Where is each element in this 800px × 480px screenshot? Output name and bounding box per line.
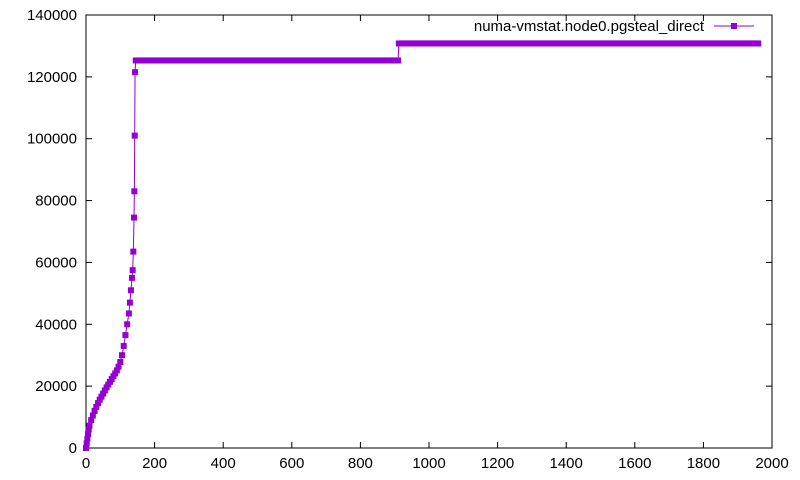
y-tick-label: 120000 (27, 69, 77, 86)
data-point (125, 310, 132, 317)
data-point (100, 390, 107, 397)
data-point (119, 352, 126, 359)
x-tick-label: 1000 (412, 455, 445, 472)
data-point (130, 248, 137, 255)
data-point (395, 57, 402, 64)
series-layer (83, 40, 762, 451)
y-tick-label: 60000 (35, 254, 77, 271)
y-tick-label: 0 (69, 440, 77, 457)
y-tick-label: 140000 (27, 7, 77, 24)
data-point (129, 267, 136, 274)
y-tick-label: 40000 (35, 316, 77, 333)
x-tick-label: 1800 (687, 455, 720, 472)
data-point (101, 387, 108, 394)
data-point (86, 422, 93, 429)
x-tick-label: 400 (211, 455, 236, 472)
x-tick-label: 1600 (618, 455, 651, 472)
data-point (96, 396, 103, 403)
data-point (91, 407, 98, 414)
y-tick-label: 80000 (35, 193, 77, 210)
data-point (126, 299, 133, 306)
data-point (131, 188, 138, 195)
data-point (755, 40, 762, 47)
data-point (131, 132, 138, 139)
data-point (84, 435, 91, 442)
y-axis: 0 20000 40000 60000 80000 100000 120000 140000 (27, 7, 772, 457)
data-point (120, 342, 127, 349)
x-tick-label: 800 (348, 455, 373, 472)
legend-label: numa-vmstat.node0.pgsteal_direct (474, 18, 705, 35)
x-tick-label: 1200 (481, 455, 514, 472)
y-tick-label: 100000 (27, 131, 77, 148)
data-point (95, 400, 102, 407)
data-point (93, 403, 100, 410)
data-point (131, 214, 138, 221)
data-point (83, 440, 90, 447)
y-tick-label: 20000 (35, 378, 77, 395)
data-point (128, 274, 135, 281)
series-line (85, 42, 759, 449)
data-point (132, 69, 139, 76)
legend: numa-vmstat.node0.pgsteal_direct (474, 18, 754, 35)
x-tick-label: 2000 (755, 455, 788, 472)
x-tick-label: 0 (82, 455, 90, 472)
legend-marker (731, 23, 737, 29)
data-point (127, 287, 134, 294)
x-tick-label: 600 (279, 455, 304, 472)
data-point (122, 332, 129, 339)
x-tick-label: 1400 (550, 455, 583, 472)
data-point (113, 367, 120, 374)
data-point (85, 426, 92, 433)
x-tick-label: 200 (142, 455, 167, 472)
data-point (85, 431, 92, 438)
data-point (83, 445, 89, 451)
plot-area (85, 14, 773, 449)
data-point (124, 321, 131, 328)
data-point (88, 417, 95, 424)
data-point (98, 393, 105, 400)
data-point (117, 359, 124, 366)
data-point (112, 370, 119, 377)
data-point (115, 363, 122, 370)
data-point (89, 412, 96, 419)
x-axis: 0 200 400 600 800 1000 1200 1400 1600 1800 2000 (82, 15, 789, 472)
